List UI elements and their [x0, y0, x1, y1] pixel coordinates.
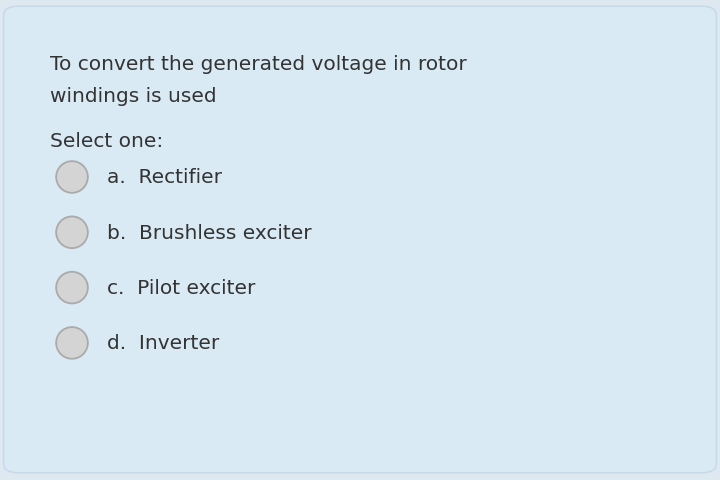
Ellipse shape [56, 217, 88, 249]
Ellipse shape [56, 162, 88, 193]
Text: a.  Rectifier: a. Rectifier [107, 168, 222, 187]
Ellipse shape [56, 272, 88, 304]
Text: b.  Brushless exciter: b. Brushless exciter [107, 223, 311, 242]
Text: c.  Pilot exciter: c. Pilot exciter [107, 278, 255, 298]
Text: d.  Inverter: d. Inverter [107, 334, 219, 353]
Text: To convert the generated voltage in rotor: To convert the generated voltage in roto… [50, 55, 467, 74]
Ellipse shape [56, 327, 88, 359]
Text: windings is used: windings is used [50, 86, 217, 106]
FancyBboxPatch shape [4, 7, 716, 473]
Text: Select one:: Select one: [50, 132, 163, 151]
